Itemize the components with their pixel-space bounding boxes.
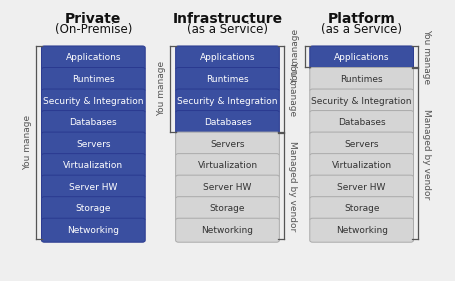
- Text: Server HW: Server HW: [203, 183, 252, 192]
- Text: Applications: Applications: [334, 53, 389, 62]
- Text: Infrastructure: Infrastructure: [172, 12, 283, 26]
- FancyBboxPatch shape: [176, 154, 279, 178]
- Text: Virtualization: Virtualization: [63, 161, 123, 170]
- Text: Applications: Applications: [66, 53, 121, 62]
- Text: Security & Integration: Security & Integration: [177, 96, 278, 106]
- Text: Databases: Databases: [338, 118, 385, 127]
- Text: Private: Private: [65, 12, 121, 26]
- Text: Runtimes: Runtimes: [72, 75, 115, 84]
- FancyBboxPatch shape: [310, 132, 414, 156]
- FancyBboxPatch shape: [176, 89, 279, 113]
- Text: Server HW: Server HW: [69, 183, 117, 192]
- Text: Networking: Networking: [336, 226, 388, 235]
- Text: Storage: Storage: [344, 204, 379, 213]
- FancyBboxPatch shape: [176, 110, 279, 135]
- Text: Storage: Storage: [210, 204, 245, 213]
- FancyBboxPatch shape: [176, 67, 279, 92]
- FancyBboxPatch shape: [310, 175, 414, 199]
- FancyBboxPatch shape: [41, 46, 145, 70]
- Text: Servers: Servers: [344, 140, 379, 149]
- Text: Servers: Servers: [76, 140, 111, 149]
- FancyBboxPatch shape: [310, 154, 414, 178]
- Text: Databases: Databases: [70, 118, 117, 127]
- Text: Databases: Databases: [204, 118, 251, 127]
- Text: (as a Service): (as a Service): [187, 23, 268, 36]
- FancyBboxPatch shape: [41, 132, 145, 156]
- Text: Managed by vendor: Managed by vendor: [422, 109, 431, 199]
- Text: Platform: Platform: [328, 12, 395, 26]
- FancyBboxPatch shape: [41, 154, 145, 178]
- FancyBboxPatch shape: [310, 46, 414, 70]
- FancyBboxPatch shape: [41, 175, 145, 199]
- FancyBboxPatch shape: [176, 218, 279, 242]
- Text: Security & Integration: Security & Integration: [43, 96, 144, 106]
- FancyBboxPatch shape: [310, 197, 414, 221]
- Text: Runtimes: Runtimes: [206, 75, 249, 84]
- FancyBboxPatch shape: [41, 218, 145, 242]
- FancyBboxPatch shape: [310, 218, 414, 242]
- FancyBboxPatch shape: [176, 132, 279, 156]
- FancyBboxPatch shape: [310, 67, 414, 92]
- Text: Managed by vendor: Managed by vendor: [288, 141, 297, 231]
- FancyBboxPatch shape: [176, 46, 279, 70]
- Text: Networking: Networking: [202, 226, 253, 235]
- Text: You manage: You manage: [422, 29, 431, 84]
- FancyBboxPatch shape: [310, 110, 414, 135]
- Text: (as a Service): (as a Service): [321, 23, 402, 36]
- Text: Networking: Networking: [67, 226, 119, 235]
- Text: You manage: You manage: [157, 61, 166, 116]
- FancyBboxPatch shape: [176, 197, 279, 221]
- Text: You manage: You manage: [23, 115, 32, 170]
- FancyBboxPatch shape: [310, 89, 414, 113]
- Text: Storage: Storage: [76, 204, 111, 213]
- FancyBboxPatch shape: [176, 175, 279, 199]
- FancyBboxPatch shape: [41, 67, 145, 92]
- Text: Runtimes: Runtimes: [340, 75, 383, 84]
- Text: Server HW: Server HW: [338, 183, 386, 192]
- Text: Applications: Applications: [200, 53, 255, 62]
- Text: (On-Premise): (On-Premise): [55, 23, 132, 36]
- FancyBboxPatch shape: [41, 89, 145, 113]
- Text: Security & Integration: Security & Integration: [311, 96, 412, 106]
- Text: You manage: You manage: [291, 29, 300, 84]
- FancyBboxPatch shape: [41, 110, 145, 135]
- FancyBboxPatch shape: [41, 197, 145, 221]
- Text: You manage: You manage: [288, 61, 297, 116]
- Text: Servers: Servers: [210, 140, 245, 149]
- Text: Virtualization: Virtualization: [197, 161, 258, 170]
- Text: Virtualization: Virtualization: [332, 161, 392, 170]
